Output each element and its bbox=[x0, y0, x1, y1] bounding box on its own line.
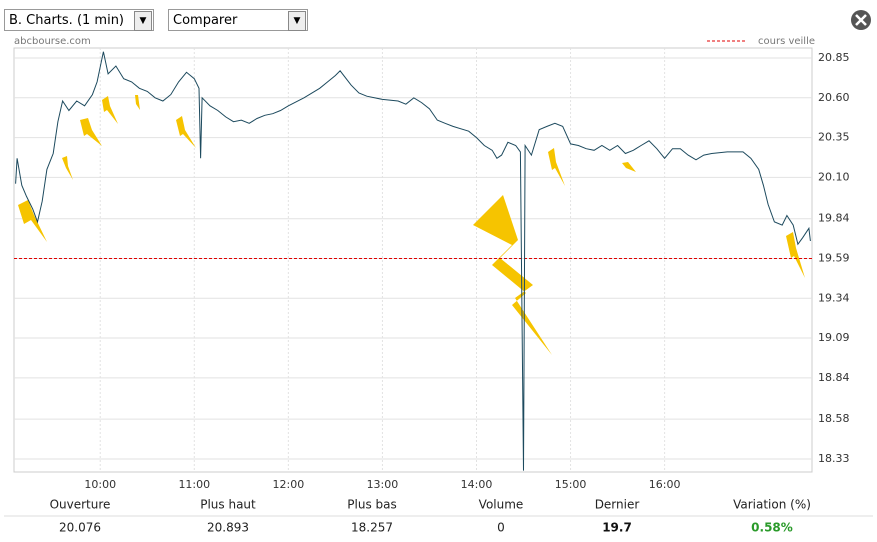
stat-value: 20.076 bbox=[59, 521, 101, 535]
stat-header: Plus bas bbox=[347, 498, 396, 512]
news-icons bbox=[18, 95, 805, 355]
period-label: B. Charts. (1 min) bbox=[9, 13, 125, 28]
period-select[interactable]: B. Charts. (1 min) ▼ bbox=[4, 9, 154, 31]
plot-frame bbox=[13, 47, 813, 473]
stat-value: 18.257 bbox=[351, 521, 393, 535]
y-tick-label: 20.10 bbox=[818, 170, 850, 183]
x-tick-label: 16:00 bbox=[649, 478, 681, 491]
x-tick-label: 11:00 bbox=[178, 478, 210, 491]
y-tick-label: 19.09 bbox=[818, 331, 850, 344]
stat-value: 20.893 bbox=[207, 521, 249, 535]
compare-label: Comparer bbox=[173, 13, 238, 28]
stat-value: 0.58% bbox=[751, 521, 793, 535]
y-tick-label: 20.60 bbox=[818, 91, 850, 104]
price-line bbox=[15, 51, 811, 471]
y-tick-label: 19.84 bbox=[818, 212, 850, 225]
y-tick-label: 18.58 bbox=[818, 412, 850, 425]
x-tick-label: 14:00 bbox=[461, 478, 493, 491]
legend-label: cours veille bbox=[758, 36, 815, 47]
compare-select[interactable]: Comparer ▼ bbox=[168, 9, 308, 31]
x-tick-label: 13:00 bbox=[367, 478, 399, 491]
stat-header: Ouverture bbox=[50, 498, 111, 512]
y-tick-label: 20.35 bbox=[818, 131, 850, 144]
stat-header: Dernier bbox=[595, 498, 640, 512]
y-tick-label: 18.33 bbox=[818, 452, 850, 465]
dropdown-arrow: ▼ bbox=[288, 11, 306, 31]
stat-header: Plus haut bbox=[200, 498, 256, 512]
dropdown-arrow: ▼ bbox=[134, 11, 152, 31]
stat-header: Variation (%) bbox=[733, 498, 811, 512]
stat-value: 0 bbox=[497, 521, 505, 535]
x-tick-label: 12:00 bbox=[273, 478, 305, 491]
y-tick-label: 19.34 bbox=[818, 291, 850, 304]
y-tick-label: 19.59 bbox=[818, 251, 850, 264]
close-icon bbox=[855, 14, 867, 26]
y-tick-label: 20.85 bbox=[818, 51, 850, 64]
source: abcbourse.com bbox=[14, 36, 91, 47]
x-tick-label: 10:00 bbox=[84, 478, 116, 491]
stat-header: Volume bbox=[479, 498, 524, 512]
y-tick-label: 18.84 bbox=[818, 371, 850, 384]
x-tick-label: 15:00 bbox=[555, 478, 587, 491]
stat-value: 19.7 bbox=[602, 521, 632, 535]
